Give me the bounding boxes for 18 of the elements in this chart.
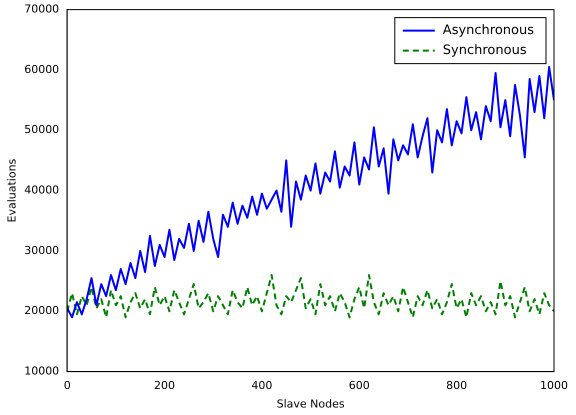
y-tick-label: 70000 (24, 2, 60, 16)
legend-label: Synchronous (442, 42, 527, 58)
x-axis-title: Slave Nodes (276, 397, 345, 410)
legend-label: Asynchronous (442, 22, 534, 38)
y-axis-title: Evaluations (5, 158, 18, 222)
y-tick-label: 30000 (24, 244, 60, 257)
x-tick-label: 0 (64, 379, 71, 392)
y-tick-label: 60000 (24, 62, 60, 76)
x-tick-label: 800 (446, 379, 468, 392)
x-tick-label: 1000 (540, 379, 568, 392)
y-tick-label: 20000 (24, 304, 60, 318)
y-tick-label: 40000 (24, 183, 60, 196)
x-tick-label: 400 (251, 379, 272, 392)
x-tick-label: 600 (348, 379, 370, 392)
y-tick-label: 50000 (24, 123, 60, 136)
x-tick-label: 200 (154, 379, 176, 392)
line-series (67, 274, 554, 318)
y-tick-label: 10000 (24, 364, 60, 378)
